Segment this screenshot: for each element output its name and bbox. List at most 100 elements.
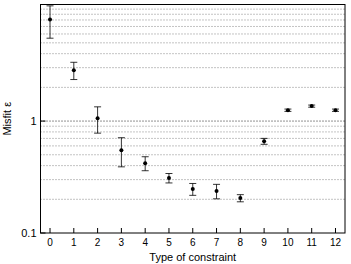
y-tick-label: 1	[30, 115, 36, 127]
x-tick	[192, 228, 193, 233]
minor-grid-line	[41, 131, 346, 132]
x-tick-label: 1	[71, 237, 77, 248]
x-tick-label: 6	[190, 237, 196, 248]
error-cap	[118, 166, 125, 167]
point	[48, 17, 52, 21]
error-bar	[70, 62, 77, 79]
error-bar	[94, 107, 101, 133]
x-tick	[168, 228, 169, 233]
x-tick	[145, 228, 146, 233]
error-cap	[165, 182, 172, 183]
minor-grid-line	[41, 138, 346, 139]
x-tick	[97, 228, 98, 233]
error-cap	[213, 198, 220, 199]
minor-grid-line	[41, 154, 346, 155]
minor-grid-line	[41, 199, 346, 200]
x-tick-label: 5	[166, 237, 172, 248]
error-bar	[332, 109, 339, 111]
point	[119, 148, 123, 152]
minor-grid-line	[41, 145, 346, 146]
minor-grid-line	[41, 87, 346, 88]
error-bar	[308, 105, 315, 107]
point	[238, 196, 242, 200]
x-tick	[216, 228, 217, 233]
point	[167, 176, 171, 180]
error-cap	[189, 183, 196, 184]
minor-grid-line	[41, 67, 346, 68]
minor-grid-line	[41, 165, 346, 166]
minor-grid-line	[41, 42, 346, 43]
error-bar	[237, 195, 244, 202]
x-tick-label: 9	[261, 237, 267, 248]
error-cap	[47, 38, 54, 39]
x-tick	[335, 228, 336, 233]
error-bar	[118, 138, 125, 167]
y-tick-label: 0.1	[21, 227, 36, 239]
error-cap	[165, 173, 172, 174]
error-cap	[47, 5, 54, 6]
minor-grid-line	[41, 26, 346, 27]
x-tick	[121, 228, 122, 233]
x-tick-label: 12	[330, 237, 342, 248]
point	[310, 104, 314, 108]
error-bar	[189, 183, 196, 195]
x-tick	[287, 228, 288, 233]
x-axis-label: Type of constraint	[149, 251, 236, 263]
x-tick	[240, 228, 241, 233]
error-cap	[237, 201, 244, 202]
x-tick	[311, 228, 312, 233]
point	[215, 189, 219, 193]
x-tick-label: 3	[119, 237, 125, 248]
minor-grid-line	[41, 33, 346, 34]
x-tick-label: 0	[47, 237, 53, 248]
x-tick-label: 2	[95, 237, 101, 248]
x-tick-label: 10	[282, 237, 294, 248]
y-axis-label: Misfit ε	[1, 102, 13, 136]
error-bar	[261, 138, 268, 144]
minor-grid-line	[41, 179, 346, 180]
x-tick	[73, 228, 74, 233]
x-tick-label: 7	[214, 237, 220, 248]
x-tick-label: 8	[238, 237, 244, 248]
minor-grid-line	[41, 126, 346, 127]
chart: 0.110123456789101112Type of constraintMi…	[0, 0, 351, 264]
point	[286, 108, 290, 112]
error-cap	[70, 79, 77, 80]
error-cap	[70, 62, 77, 63]
error-bar	[47, 6, 54, 38]
y-tick	[41, 121, 46, 122]
error-bar	[284, 109, 291, 111]
minor-grid-line	[41, 14, 346, 15]
x-tick	[264, 228, 265, 233]
point	[333, 108, 337, 112]
minor-grid-line	[41, 53, 346, 54]
data-group	[47, 6, 339, 202]
error-bar	[213, 184, 220, 198]
error-cap	[142, 170, 149, 171]
minor-grid-line	[41, 121, 346, 122]
x-tick	[50, 228, 51, 233]
error-cap	[261, 138, 268, 139]
error-bar	[165, 174, 172, 183]
point	[143, 161, 147, 165]
plot-frame	[41, 5, 346, 234]
error-cap	[118, 137, 125, 138]
error-cap	[237, 194, 244, 195]
grid-line	[41, 121, 346, 122]
error-cap	[94, 106, 101, 107]
point	[96, 116, 100, 120]
error-stem	[50, 6, 51, 38]
x-tick-label: 11	[307, 237, 318, 248]
error-cap	[142, 156, 149, 157]
error-cap	[261, 144, 268, 145]
error-bar	[142, 157, 149, 171]
point	[191, 187, 195, 191]
point	[72, 68, 76, 72]
minor-grid-line	[41, 19, 346, 20]
error-cap	[189, 195, 196, 196]
error-cap	[94, 133, 101, 134]
minor-grid-line	[41, 9, 346, 10]
point	[262, 139, 266, 143]
error-cap	[213, 184, 220, 185]
error-stem	[121, 138, 122, 167]
